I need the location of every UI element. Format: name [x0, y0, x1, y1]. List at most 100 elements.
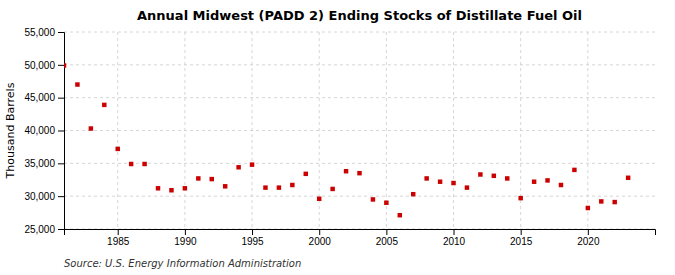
point	[250, 162, 254, 166]
tick-label: 40,000	[24, 125, 55, 136]
tick-label: 1985	[107, 236, 130, 247]
point	[532, 179, 536, 183]
tick-label: 45,000	[24, 92, 55, 103]
grid-line	[64, 130, 655, 131]
tick-label: 2015	[510, 236, 533, 247]
tick-mark	[521, 229, 522, 235]
point	[465, 185, 469, 189]
point	[586, 206, 590, 210]
tick-label: 2010	[443, 236, 466, 247]
tick-mark	[58, 196, 64, 197]
tick-label: 35,000	[24, 158, 55, 169]
point	[156, 186, 160, 190]
grid-line	[252, 32, 253, 229]
tick: 1985	[107, 229, 130, 247]
tick-label: 50,000	[24, 60, 55, 71]
point	[478, 172, 482, 176]
y-axis: 25,000 30,000 35,000 40,000 45,000 50,000 55,0…	[24, 27, 64, 235]
x-axis: 1985 1990 1995 2000 2005 2010 2015 2020	[65, 229, 656, 247]
point	[75, 82, 79, 86]
point	[277, 185, 281, 189]
point	[290, 183, 294, 187]
point	[411, 192, 415, 196]
point	[559, 183, 563, 187]
chart: 1985 1990 1995 2000 2005 2010 2015 2020 25,000 30…	[0, 0, 675, 275]
point	[518, 196, 522, 200]
tick-mark	[185, 229, 186, 235]
grid-line	[64, 163, 655, 164]
tick-label: 2005	[376, 236, 399, 247]
tick-label: 30,000	[24, 191, 55, 202]
grid-line	[64, 32, 655, 33]
tick-mark	[58, 229, 64, 230]
tick-mark	[588, 229, 589, 235]
point	[330, 187, 334, 191]
point	[183, 186, 187, 190]
grid-line	[453, 32, 454, 229]
tick: 25,000	[24, 224, 64, 235]
point	[384, 200, 388, 204]
axis-line	[65, 230, 656, 236]
tick: 1995	[241, 229, 264, 247]
grid-line	[587, 32, 588, 229]
axis-line	[58, 33, 65, 230]
point	[89, 126, 93, 130]
point	[424, 176, 428, 180]
point	[438, 179, 442, 183]
point	[102, 103, 106, 107]
point	[451, 181, 455, 185]
point	[64, 63, 66, 67]
grid-line	[64, 196, 655, 197]
plot: 1985 1990 1995 2000 2005 2010 2015 2020 25,000 30…	[24, 27, 655, 247]
tick: 2005	[376, 229, 399, 247]
grid-line	[64, 97, 655, 98]
point	[210, 177, 214, 181]
point	[572, 168, 576, 172]
tick-label: 1995	[241, 236, 264, 247]
tick: 50,000	[24, 60, 64, 71]
y-axis-title: Thousand Barrels	[4, 82, 17, 179]
tick-mark	[252, 229, 253, 235]
grid-line	[184, 32, 185, 229]
tick-label: 1990	[174, 236, 197, 247]
point	[142, 162, 146, 166]
grid-line	[117, 32, 118, 229]
point	[115, 147, 119, 151]
point	[545, 178, 549, 182]
point	[304, 172, 308, 176]
point	[505, 176, 509, 180]
point	[599, 199, 603, 203]
tick-mark	[58, 65, 64, 66]
grid-line	[386, 32, 387, 229]
title: Annual Midwest (PADD 2) Ending Stocks of…	[137, 8, 582, 23]
point	[196, 176, 200, 180]
point	[317, 197, 321, 201]
point	[492, 174, 496, 178]
point	[223, 184, 227, 188]
point	[371, 197, 375, 201]
tick-mark	[58, 131, 64, 132]
tick-mark	[58, 32, 64, 33]
source: Source: U.S. Energy Information Administ…	[64, 258, 301, 269]
tick: 2010	[443, 229, 466, 247]
tick-mark	[118, 229, 119, 235]
point	[626, 176, 630, 180]
point	[236, 165, 240, 169]
point	[344, 169, 348, 173]
point	[398, 213, 402, 217]
points	[64, 63, 630, 217]
tick-label: 2000	[309, 236, 332, 247]
tick: 30,000	[24, 191, 64, 202]
tick-mark	[454, 229, 455, 235]
tick: 45,000	[24, 92, 64, 103]
point	[169, 188, 173, 192]
tick-mark	[58, 98, 64, 99]
tick: 55,000	[24, 27, 64, 38]
point	[263, 185, 267, 189]
tick: 2020	[577, 229, 600, 247]
tick: 1990	[174, 229, 197, 247]
tick-label: 25,000	[24, 224, 55, 235]
tick: 35,000	[24, 158, 64, 169]
grid-line	[64, 64, 655, 65]
tick-mark	[58, 163, 64, 164]
